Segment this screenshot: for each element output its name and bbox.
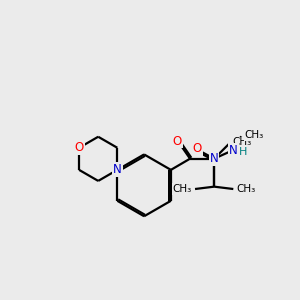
Text: CH₃: CH₃ bbox=[232, 137, 252, 148]
Text: CH₃: CH₃ bbox=[245, 130, 264, 140]
Text: N: N bbox=[210, 152, 218, 165]
Text: H: H bbox=[238, 147, 247, 157]
Text: N: N bbox=[229, 144, 238, 157]
Text: O: O bbox=[173, 134, 182, 148]
Text: O: O bbox=[193, 142, 202, 155]
Text: O: O bbox=[74, 141, 84, 154]
Text: N: N bbox=[113, 164, 122, 176]
Text: CH₃: CH₃ bbox=[173, 184, 192, 194]
Text: CH₃: CH₃ bbox=[236, 184, 256, 194]
